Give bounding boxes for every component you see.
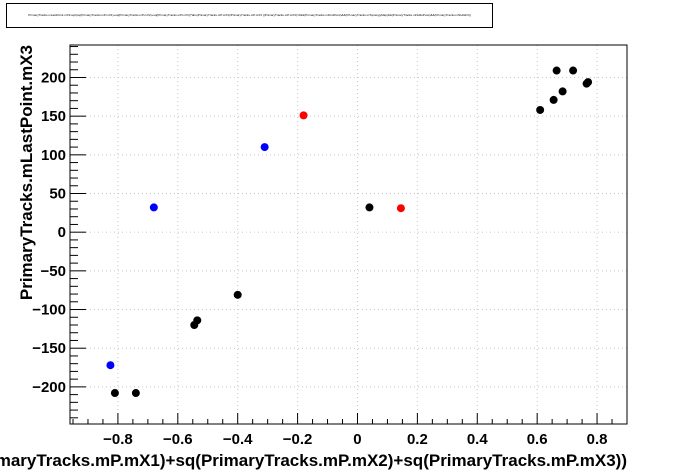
- data-point: [261, 143, 269, 151]
- y-tick-label: −100: [32, 302, 66, 319]
- y-tick-label: 50: [49, 186, 66, 203]
- y-tick-label: −150: [32, 340, 66, 357]
- data-point: [234, 291, 242, 299]
- data-points: [106, 67, 592, 398]
- y-tick-label: −50: [41, 263, 66, 280]
- x-tick-label: 0.4: [467, 431, 489, 448]
- y-tick-labels: −200 −150 −100 −50 0 50 100 150 200: [32, 69, 66, 395]
- data-point: [550, 96, 558, 104]
- data-point: [536, 106, 544, 114]
- y-tick-label: 0: [58, 224, 66, 241]
- data-point: [132, 389, 140, 397]
- axis-ticks: [70, 47, 627, 424]
- x-tick-label: −0.6: [163, 431, 193, 448]
- x-tick-label: 0.6: [527, 431, 548, 448]
- data-point: [300, 111, 308, 119]
- y-tick-label: −200: [32, 379, 66, 396]
- x-tick-labels: −0.8 −0.6 −0.4 −0.2 0 0.2 0.4 0.6 0.8: [103, 431, 607, 448]
- data-point: [111, 389, 119, 397]
- data-point: [193, 316, 201, 324]
- data-point: [569, 67, 577, 75]
- data-point: [150, 203, 158, 211]
- x-axis-title: sqrt(sq(PrimaryTracks.mP.mX1)+sq(Primary…: [0, 451, 627, 470]
- plot-frame: [70, 45, 627, 424]
- x-tick-label: −0.8: [103, 431, 133, 448]
- y-tick-label: 150: [41, 108, 66, 125]
- data-point: [397, 204, 405, 212]
- y-tick-label: 200: [41, 69, 66, 86]
- data-point: [365, 203, 373, 211]
- x-tick-label: 0: [353, 431, 361, 448]
- data-point: [553, 67, 561, 75]
- data-point: [106, 361, 114, 369]
- y-tick-label: 100: [41, 147, 66, 164]
- data-point: [559, 87, 567, 95]
- x-tick-label: 0.8: [587, 431, 608, 448]
- x-tick-label: −0.2: [283, 431, 313, 448]
- x-tick-label: −0.4: [223, 431, 253, 448]
- y-axis-title: PrimaryTracks.mLastPoint.mX3: [17, 45, 36, 300]
- data-point: [584, 78, 592, 86]
- x-tick-label: 0.2: [407, 431, 428, 448]
- grid-lines: [70, 45, 627, 424]
